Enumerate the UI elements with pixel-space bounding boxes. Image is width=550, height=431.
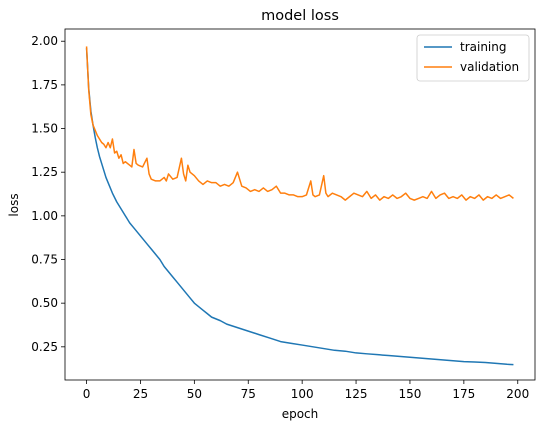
plot-lines [85,46,514,366]
y-tick-label: 1.50 [31,122,58,136]
series-line-training [85,48,514,366]
y-tick-label: 1.75 [31,78,58,92]
y-tick-label: 2.00 [31,34,58,48]
y-tick-label: 0.25 [31,340,58,354]
x-tick-label: 100 [291,387,314,401]
y-tick-label: 0.75 [31,253,58,267]
legend-label-validation: validation [460,60,519,74]
series-line-validation [85,46,514,201]
x-tick-label: 150 [399,387,422,401]
y-axis-ticks: 0.25 0.50 0.75 1.00 1.25 1.50 1.75 2.00 [31,34,65,354]
x-tick-label: 200 [506,387,529,401]
x-axis-ticks: 0 25 50 75 100 125 150 175 200 [83,380,529,401]
y-axis-label: loss [7,193,21,216]
x-axis-label: epoch [282,407,319,421]
x-tick-label: 125 [345,387,368,401]
x-tick-label: 75 [241,387,256,401]
legend-label-training: training [460,40,507,54]
y-tick-label: 1.00 [31,209,58,223]
x-tick-label: 25 [133,387,148,401]
legend: training validation [416,34,530,82]
y-tick-label: 1.25 [31,165,58,179]
chart-title: model loss [261,8,339,24]
x-tick-label: 50 [187,387,202,401]
y-tick-label: 0.50 [31,296,58,310]
axes-frame [64,28,536,381]
x-tick-label: 0 [83,387,91,401]
x-tick-label: 175 [452,387,475,401]
